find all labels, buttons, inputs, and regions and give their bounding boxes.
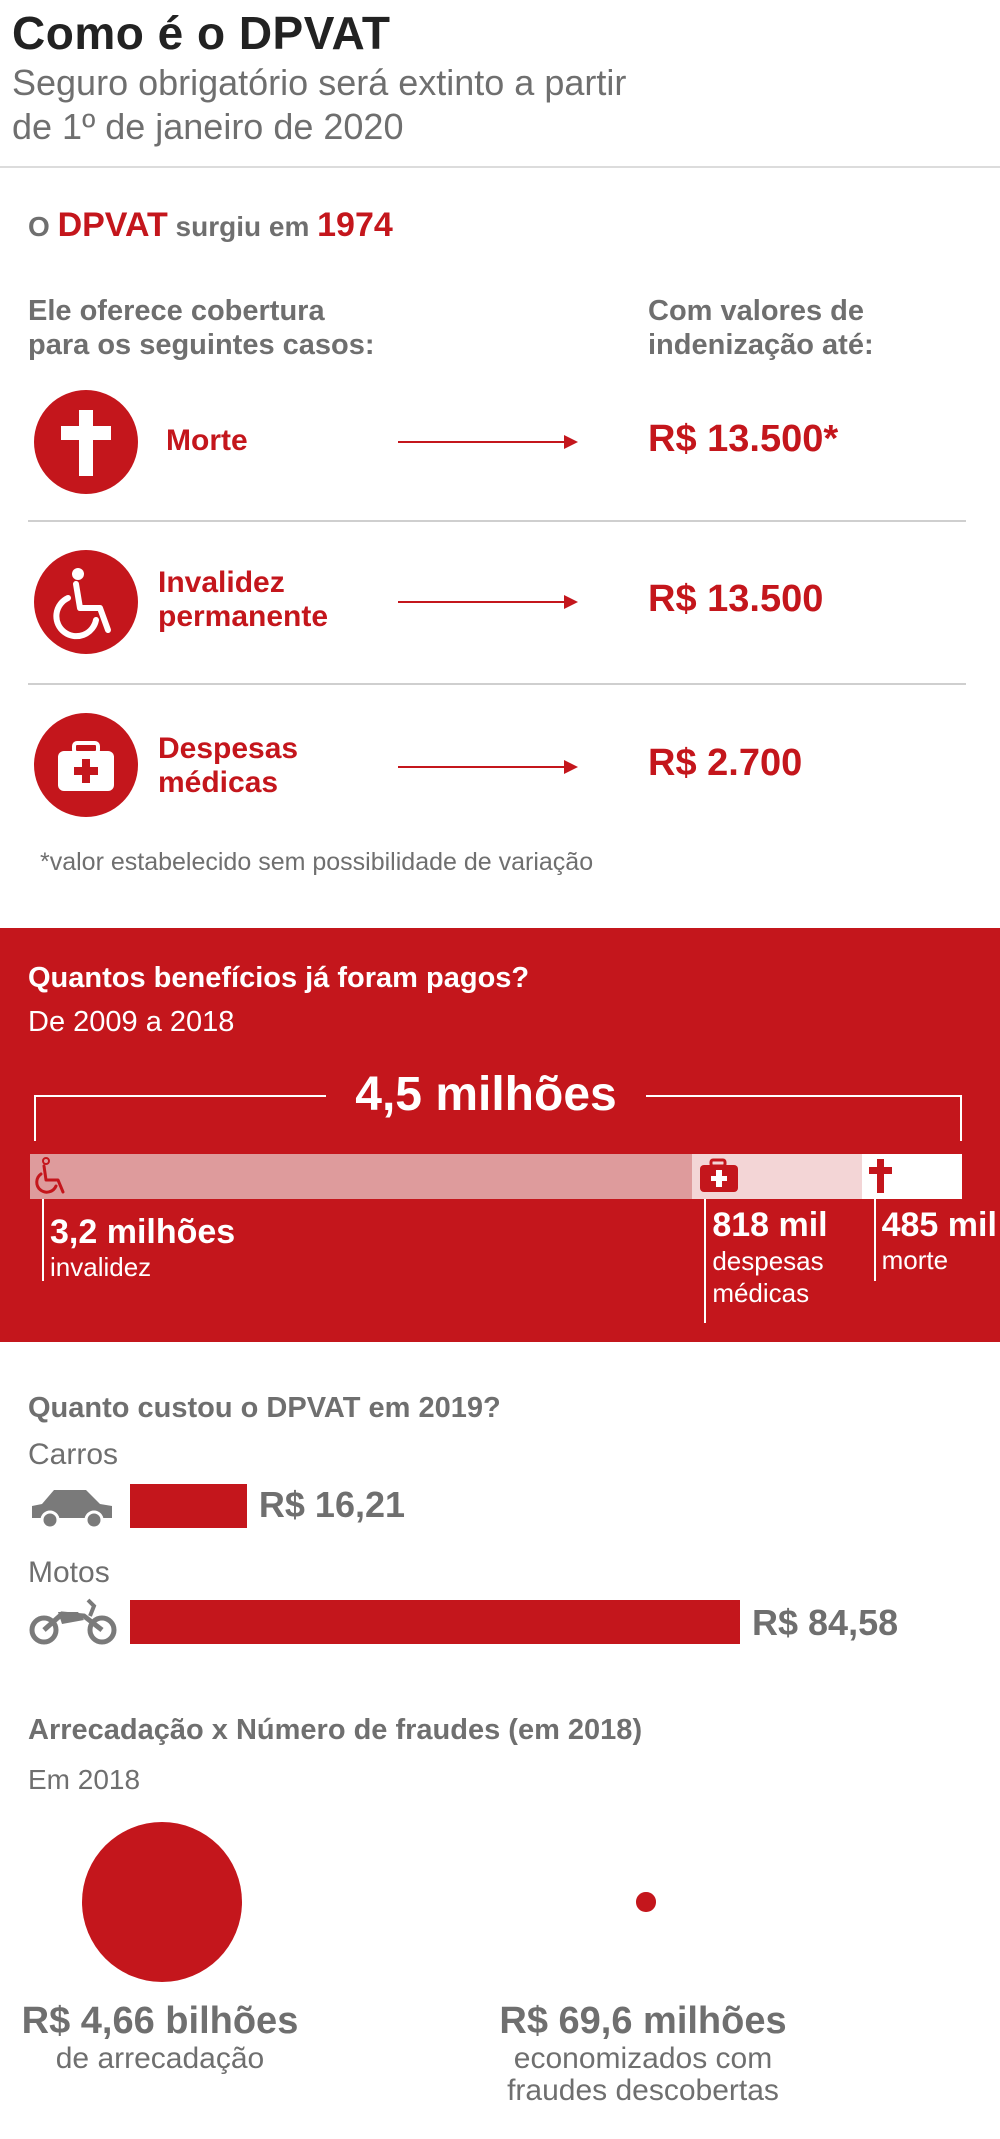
cost-label-motos: Motos: [28, 1556, 110, 1589]
intro-year: 1974: [317, 206, 393, 244]
total-bracket-right: [646, 1095, 962, 1097]
page-subtitle-line2: de 1º de janeiro de 2020: [12, 106, 404, 147]
cost-heading: Quanto custou o DPVAT em 2019?: [28, 1392, 501, 1424]
cost-bar-motos: [130, 1600, 740, 1644]
coverage-right-heading: Com valores de indenização até:: [648, 295, 874, 361]
fraud-circle-arrecadacao: [82, 1822, 242, 1982]
coverage-value-disability: R$ 13.500: [648, 578, 824, 620]
coverage-left-heading: Ele oferece cobertura para os seguintes …: [28, 295, 375, 361]
medical-kit-icon: [58, 741, 114, 791]
coverage-value-death: R$ 13.500*: [648, 418, 839, 460]
cost-label-carros: Carros: [28, 1438, 119, 1471]
benefits-heading: Quantos benefícios já foram pagos?: [28, 962, 530, 994]
motorcycle-icon: [29, 1598, 117, 1645]
cost-value-motos: R$ 84,58: [752, 1602, 899, 1643]
total-bracket-right-tick: [960, 1095, 962, 1141]
benefits-total: 4,5 milhões: [355, 1068, 617, 1121]
coverage-label-medical: Despesas médicas: [158, 732, 299, 799]
label-tick-invalidez: [42, 1199, 44, 1281]
segment-label-despesas: 818 mil despesas médicas: [712, 1206, 828, 1308]
page-title: Como é o DPVAT: [12, 7, 391, 59]
benefits-period: De 2009 a 2018: [28, 1006, 235, 1038]
page-subtitle-line1: Seguro obrigatório será extinto a partir: [12, 62, 627, 103]
intro-line: O DPVAT surgiu em 1974: [28, 206, 393, 245]
cross-icon: [61, 410, 111, 476]
intro-prefix: O: [28, 211, 50, 242]
fraud-label-economizados: R$ 69,6 milhões economizados com fraudes…: [499, 2000, 787, 2107]
bar-segment-morte: [861, 1154, 962, 1199]
benefits-panel: Quantos benefícios já foram pagos? De 20…: [0, 928, 1000, 1342]
cross-icon: [868, 1159, 892, 1193]
label-tick-despesas: [704, 1199, 707, 1323]
wheelchair-icon: [35, 1157, 65, 1194]
car-icon: [32, 1490, 112, 1530]
intro-middle: surgiu em: [175, 211, 310, 242]
fraud-label-arrecadacao: R$ 4,66 bilhões de arrecadação: [21, 2000, 299, 2075]
coverage-label-disability: Invalidez permanente: [158, 566, 329, 633]
arrow-medical: [398, 760, 578, 774]
coverage-divider-2: [28, 683, 966, 685]
fraud-circle-economizados: [636, 1892, 656, 1912]
total-bracket-left-tick: [34, 1095, 36, 1141]
bar-segment-invalidez: [30, 1154, 693, 1199]
footnote: *valor estabelecido sem possibilidade de…: [40, 848, 594, 876]
arrow-death: [398, 435, 578, 449]
label-tick-morte: [873, 1199, 876, 1281]
bar-segment-despesas: [692, 1154, 862, 1199]
medical-kit-icon: [700, 1158, 739, 1192]
header-divider: [0, 166, 1000, 168]
wheelchair-icon: [53, 568, 111, 640]
coverage-divider-1: [28, 520, 966, 522]
coverage-value-medical: R$ 2.700: [648, 742, 803, 784]
cost-bar-carros: [130, 1484, 247, 1528]
medical-circle: [34, 713, 138, 817]
disability-circle: [34, 550, 138, 654]
intro-brand: DPVAT: [57, 206, 168, 244]
coverage-label-death: Morte: [166, 424, 248, 457]
segment-label-morte: 485 mil morte: [881, 1206, 997, 1275]
death-circle: [34, 390, 138, 494]
fraud-period: Em 2018: [28, 1764, 141, 1795]
fraud-heading: Arrecadação x Número de fraudes (em 2018…: [28, 1714, 643, 1746]
arrow-disability: [398, 595, 578, 609]
cost-value-carros: R$ 16,21: [258, 1484, 406, 1525]
segment-label-invalidez: 3,2 milhões invalidez: [50, 1213, 236, 1282]
total-bracket-left: [34, 1095, 326, 1097]
